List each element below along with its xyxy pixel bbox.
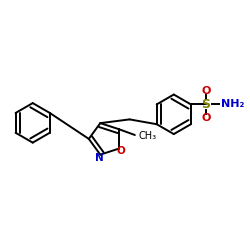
Text: O: O	[201, 113, 210, 123]
Text: O: O	[116, 146, 125, 156]
Text: O: O	[201, 86, 210, 96]
Text: NH₂: NH₂	[221, 100, 244, 110]
Text: S: S	[202, 98, 210, 111]
Text: CH₃: CH₃	[138, 131, 157, 141]
Text: N: N	[95, 153, 104, 163]
